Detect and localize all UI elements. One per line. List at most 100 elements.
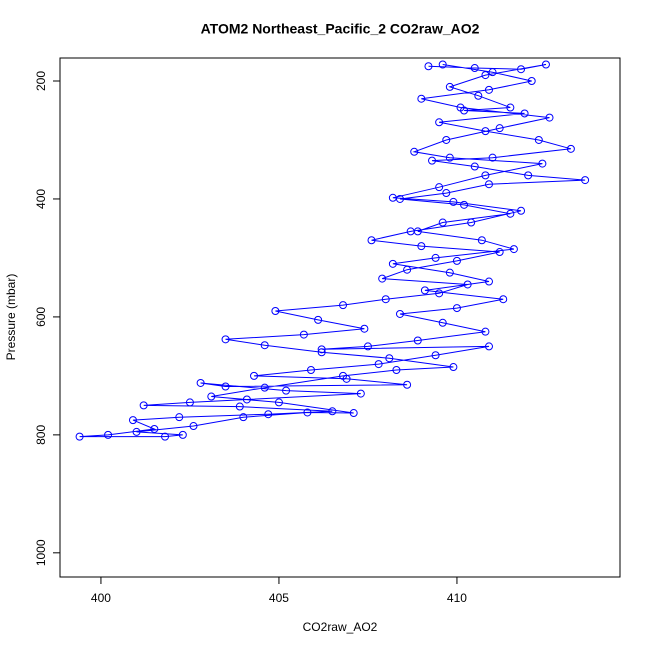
data-point: [481, 327, 490, 336]
x-tick-label: 400: [91, 591, 111, 605]
data-point: [207, 392, 216, 401]
data-point: [303, 408, 312, 417]
data-point: [299, 330, 308, 339]
data-point: [541, 60, 550, 69]
data-point: [467, 218, 476, 227]
data-point: [435, 118, 444, 127]
data-point: [128, 416, 137, 425]
data-point: [403, 380, 412, 389]
data-point: [495, 124, 504, 133]
data-point: [474, 91, 483, 100]
data-point: [250, 371, 259, 380]
data-point: [435, 183, 444, 192]
data-point: [566, 144, 575, 153]
data-point: [428, 156, 437, 165]
data-point: [445, 268, 454, 277]
data-point: [178, 430, 187, 439]
data-point: [488, 68, 497, 77]
data-point: [456, 103, 465, 112]
y-tick-label: 200: [34, 71, 48, 91]
data-point: [438, 60, 447, 69]
data-point: [339, 371, 348, 380]
data-point: [520, 109, 529, 118]
data-point: [150, 424, 159, 433]
y-tick-label: 400: [34, 189, 48, 209]
data-point: [413, 336, 422, 345]
data-point: [484, 85, 493, 94]
data-point: [388, 193, 397, 202]
x-tick-label: 410: [447, 591, 467, 605]
data-point: [499, 295, 508, 304]
data-point: [438, 218, 447, 227]
data-point: [438, 318, 447, 327]
data-point: [75, 432, 84, 441]
data-point: [189, 422, 198, 431]
data-point: [196, 378, 205, 387]
data-point: [460, 200, 469, 209]
data-point: [509, 245, 518, 254]
data-point: [527, 77, 536, 86]
data-point: [442, 189, 451, 198]
data-point: [481, 127, 490, 136]
data-point: [488, 153, 497, 162]
data-point: [260, 341, 269, 350]
data-point: [235, 402, 244, 411]
data-point: [175, 413, 184, 422]
data-point: [395, 309, 404, 318]
data-point: [534, 135, 543, 144]
y-axis-label: Pressure (mbar): [4, 274, 18, 361]
data-point: [264, 410, 273, 419]
y-tick-label: 800: [34, 425, 48, 445]
data-point: [104, 430, 113, 439]
data-point: [506, 209, 515, 218]
data-point: [388, 259, 397, 268]
data-point: [385, 354, 394, 363]
data-point: [484, 277, 493, 286]
data-point: [417, 242, 426, 251]
data-point: [242, 395, 251, 404]
y-tick-label: 600: [34, 307, 48, 327]
data-point: [363, 342, 372, 351]
data-point: [463, 280, 472, 289]
data-point: [420, 286, 429, 295]
data-point: [431, 351, 440, 360]
data-point: [328, 407, 337, 416]
data-point: [524, 171, 533, 180]
data-point: [381, 295, 390, 304]
data-point: [185, 398, 194, 407]
data-point: [271, 307, 280, 316]
y-tick-label: 1000: [34, 539, 48, 566]
data-point: [538, 159, 547, 168]
data-point: [161, 432, 170, 441]
x-axis-label: CO2raw_AO2: [303, 620, 378, 634]
data-point: [132, 427, 141, 436]
data-point: [481, 71, 490, 80]
chart-title: ATOM2 Northeast_Pacific_2 CO2raw_AO2: [201, 21, 480, 37]
data-point: [410, 147, 419, 156]
data-point: [317, 348, 326, 357]
data-point: [435, 289, 444, 298]
data-point: [367, 236, 376, 245]
data-point: [484, 180, 493, 189]
data-point: [445, 153, 454, 162]
data-point: [545, 113, 554, 122]
data-point: [317, 345, 326, 354]
data-point: [581, 176, 590, 185]
data-point: [260, 383, 269, 392]
data-point: [517, 206, 526, 215]
data-point: [139, 401, 148, 410]
data-point: [378, 274, 387, 283]
data-point: [239, 413, 248, 422]
data-point: [306, 365, 315, 374]
data-line: [79, 64, 586, 438]
data-point: [481, 171, 490, 180]
data-point: [424, 62, 433, 71]
data-point: [392, 365, 401, 374]
data-point: [221, 382, 230, 391]
data-point: [282, 386, 291, 395]
data-point: [417, 94, 426, 103]
data-point: [349, 409, 358, 418]
data-point: [452, 256, 461, 265]
